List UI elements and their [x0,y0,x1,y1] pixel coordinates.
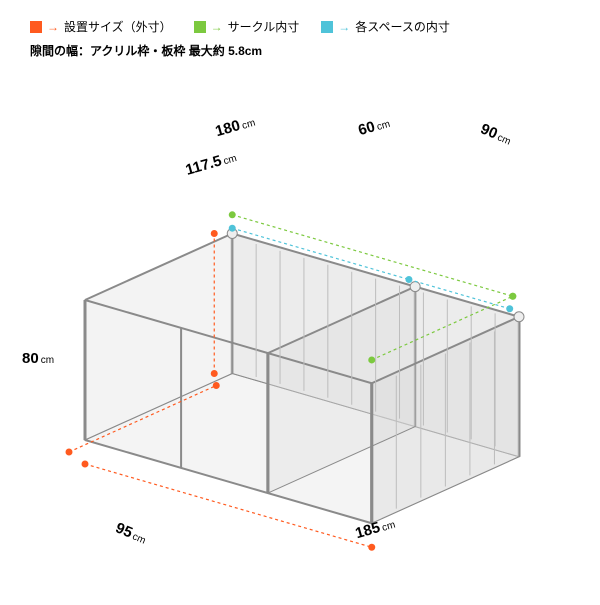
arrow-icon: → [338,20,350,34]
square-icon [30,21,42,33]
legend-circle: → サークル内寸 [194,18,300,35]
cage-diagram-svg [0,70,600,600]
square-icon [194,21,206,33]
legend-space: → 各スペースの内寸 [321,18,450,35]
arrow-icon: → [47,20,59,34]
dim-left-height: 80cm [22,350,54,367]
legend-circle-label: サークル内寸 [228,18,300,35]
legend: → 設置サイズ（外寸） → サークル内寸 → 各スペースの内寸 [30,18,450,35]
diagram: 180cm 117.5cm 60cm 90cm 80cm 95cm 185cm [0,70,600,600]
arrow-icon: → [211,20,223,34]
legend-outer: → 設置サイズ（外寸） [30,18,172,35]
subtitle: 隙間の幅：アクリル枠・板枠 最大約 5.8cm [30,42,262,59]
legend-space-label: 各スペースの内寸 [355,18,450,35]
square-icon [321,21,333,33]
legend-outer-label: 設置サイズ（外寸） [64,18,172,35]
